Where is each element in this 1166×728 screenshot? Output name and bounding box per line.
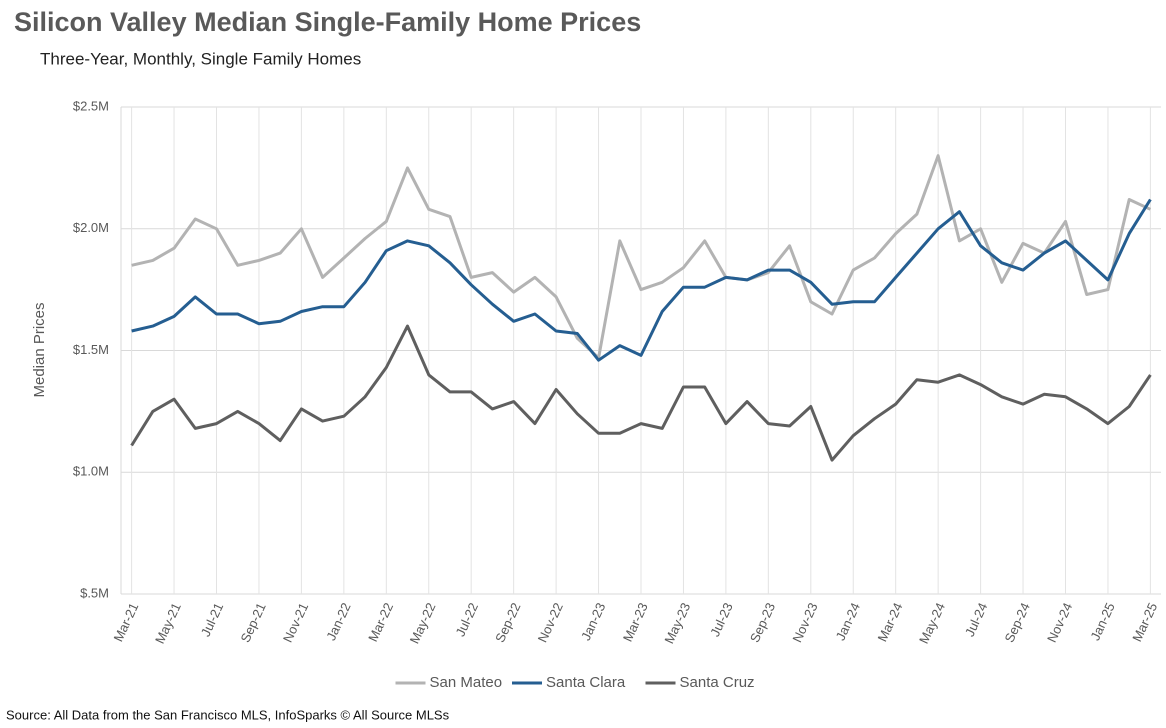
x-tick-label: May-24 bbox=[916, 600, 948, 646]
y-tick-label: $.5M bbox=[80, 585, 109, 600]
x-tick-label: Jan-25 bbox=[1087, 600, 1117, 642]
x-tick-label: Jul-23 bbox=[707, 600, 736, 638]
x-tick-label: Sep-21 bbox=[237, 600, 268, 644]
y-tick-label: $1.0M bbox=[73, 464, 109, 479]
x-tick-label: Jul-22 bbox=[452, 600, 481, 638]
x-tick-label: Mar-22 bbox=[365, 600, 396, 644]
y-tick-label: $1.5M bbox=[73, 342, 109, 357]
legend-label: San Mateo bbox=[430, 674, 503, 691]
x-tick-label: Jul-24 bbox=[962, 600, 991, 638]
x-tick-label: Nov-23 bbox=[789, 600, 820, 644]
x-tick-label: Mar-21 bbox=[110, 600, 141, 644]
x-tick-label: Mar-24 bbox=[875, 600, 906, 644]
x-tick-label: Nov-21 bbox=[280, 600, 311, 644]
x-tick-label: May-22 bbox=[407, 600, 439, 646]
x-tick-label: Sep-23 bbox=[747, 600, 778, 644]
chart-subtitle: Three-Year, Monthly, Single Family Homes bbox=[40, 49, 361, 68]
series-line bbox=[131, 198, 1152, 362]
x-tick-label: Sep-24 bbox=[1002, 600, 1033, 644]
x-tick-label: May-21 bbox=[152, 600, 184, 646]
x-tick-label: Jul-21 bbox=[198, 600, 227, 638]
source-note: Source: All Data from the San Francisco … bbox=[6, 707, 450, 722]
x-tick-label: Sep-22 bbox=[492, 600, 523, 644]
y-tick-label: $2.0M bbox=[73, 220, 109, 235]
x-tick-label: Mar-23 bbox=[620, 600, 651, 644]
x-tick-label: Jan-22 bbox=[323, 600, 353, 642]
legend-label: Santa Cruz bbox=[680, 674, 755, 691]
x-tick-label: Nov-22 bbox=[535, 600, 566, 644]
x-tick-label: Mar-25 bbox=[1129, 600, 1160, 644]
legend-label: Santa Clara bbox=[546, 674, 626, 691]
y-axis-label: Median Prices bbox=[31, 302, 48, 397]
x-tick-label: Jan-24 bbox=[833, 600, 863, 642]
x-tick-label: Nov-24 bbox=[1044, 600, 1075, 644]
x-tick-label: Jan-23 bbox=[578, 600, 608, 642]
chart-title: Silicon Valley Median Single-Family Home… bbox=[14, 7, 641, 37]
x-tick-label: May-23 bbox=[661, 600, 693, 646]
series-line bbox=[131, 154, 1152, 360]
y-tick-label: $2.5M bbox=[73, 98, 109, 113]
series-line bbox=[130, 324, 1152, 462]
